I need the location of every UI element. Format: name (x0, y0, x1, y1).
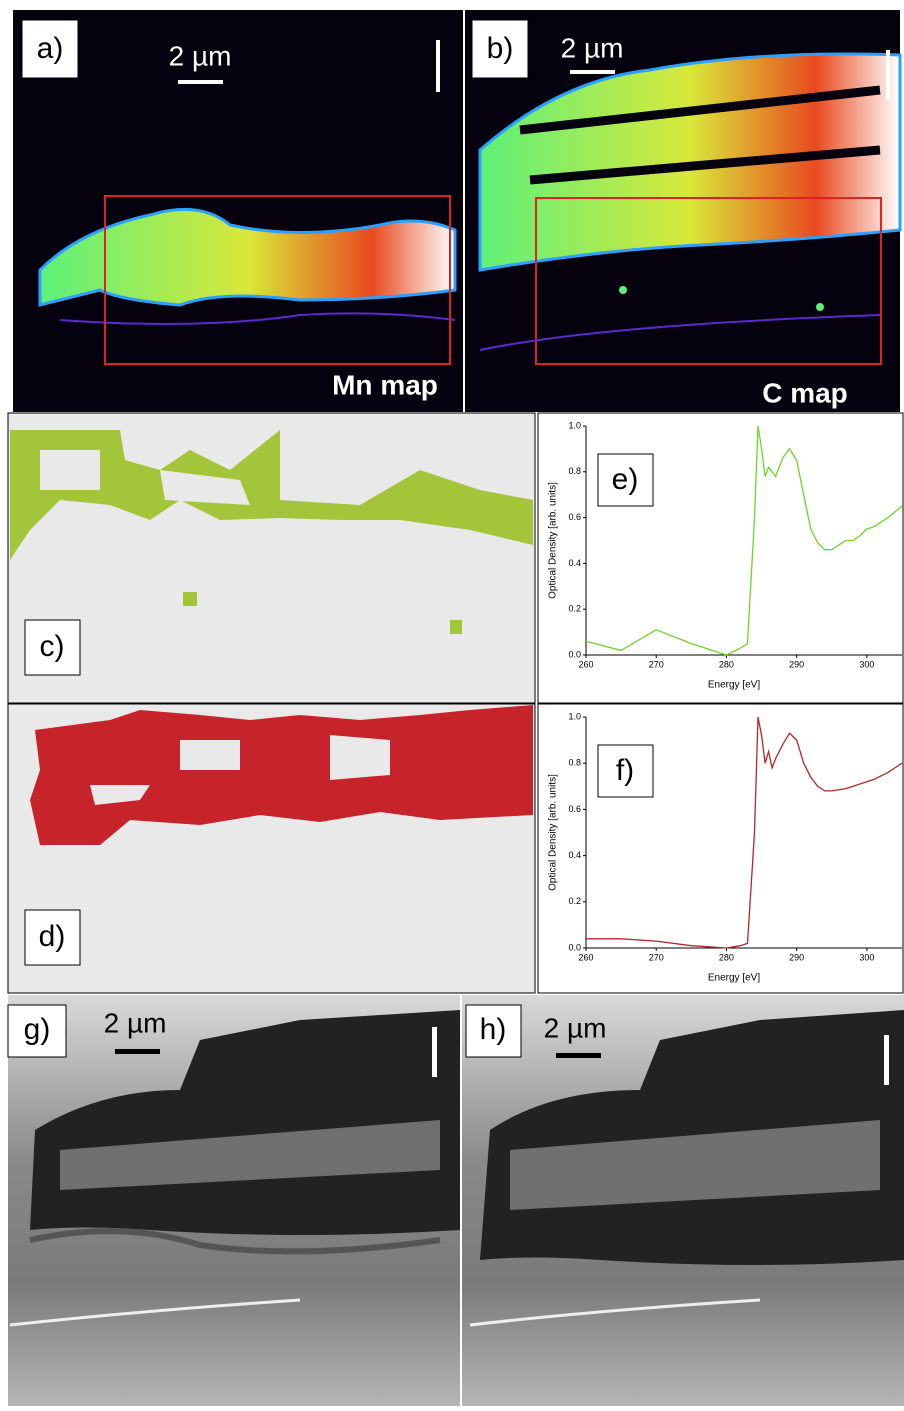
panel-label: d) (39, 920, 66, 953)
panel-h: h) 2 µm (462, 995, 904, 1406)
scale-text: 2 µm (544, 1012, 607, 1043)
y-tick-label: 1.0 (568, 711, 581, 721)
panel-c: c) (8, 413, 535, 703)
y-tick-label: 0.6 (568, 804, 581, 814)
panel-a: a) 2 µm Mn map (13, 10, 463, 412)
scale-text: 2 µm (169, 40, 232, 71)
panel-label: a) (37, 32, 64, 65)
y-tick-label: 0.2 (568, 896, 581, 906)
y-tick-label: 0.4 (568, 558, 581, 568)
x-tick-label: 280 (719, 659, 734, 669)
y-tick-label: 0.6 (568, 512, 581, 522)
y-tick-label: 0.8 (568, 758, 581, 768)
y-axis-label: Optical Density [arb. units] (548, 482, 559, 599)
y-tick-label: 1.0 (568, 420, 581, 430)
y-tick-label: 0.2 (568, 604, 581, 614)
panel-label: c) (40, 630, 65, 663)
x-tick-label: 290 (789, 952, 804, 962)
x-tick-label: 290 (789, 659, 804, 669)
panel-label: b) (487, 32, 514, 65)
x-tick-label: 300 (859, 952, 874, 962)
panel-label: f) (616, 754, 634, 787)
scale-text: 2 µm (104, 1007, 167, 1038)
x-tick-label: 260 (578, 952, 593, 962)
x-tick-label: 300 (859, 659, 874, 669)
map-label: C map (762, 377, 848, 408)
panel-label: g) (24, 1013, 51, 1046)
map-label: Mn map (332, 369, 438, 400)
x-axis-label: Energy [eV] (708, 973, 760, 984)
x-axis-label: Energy [eV] (708, 680, 760, 691)
y-tick-label: 0.0 (568, 649, 581, 659)
x-tick-label: 280 (719, 952, 734, 962)
panel-b: b) 2 µm C map (465, 10, 900, 412)
y-tick-label: 0.4 (568, 850, 581, 860)
panel-label: e) (612, 463, 639, 496)
y-axis-label: Optical Density [arb. units] (548, 774, 559, 891)
figure: a) 2 µm Mn map b) 2 µm C map c) d) g) 2 … (0, 0, 904, 1406)
y-tick-label: 0.0 (568, 942, 581, 952)
panel-d: d) (8, 704, 535, 993)
scale-text: 2 µm (561, 32, 624, 63)
x-tick-label: 260 (578, 659, 593, 669)
panel-label: h) (480, 1013, 507, 1046)
x-tick-label: 270 (649, 952, 664, 962)
y-tick-label: 0.8 (568, 466, 581, 476)
chart-frame (538, 704, 903, 993)
panel-g: g) 2 µm (8, 995, 460, 1406)
x-tick-label: 270 (649, 659, 664, 669)
